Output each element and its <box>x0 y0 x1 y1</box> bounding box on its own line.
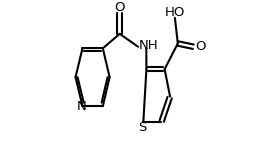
Text: HO: HO <box>165 6 186 19</box>
Text: S: S <box>138 121 147 134</box>
Text: N: N <box>77 100 87 113</box>
Text: O: O <box>195 40 206 53</box>
Text: NH: NH <box>139 39 159 52</box>
Text: O: O <box>114 1 125 14</box>
